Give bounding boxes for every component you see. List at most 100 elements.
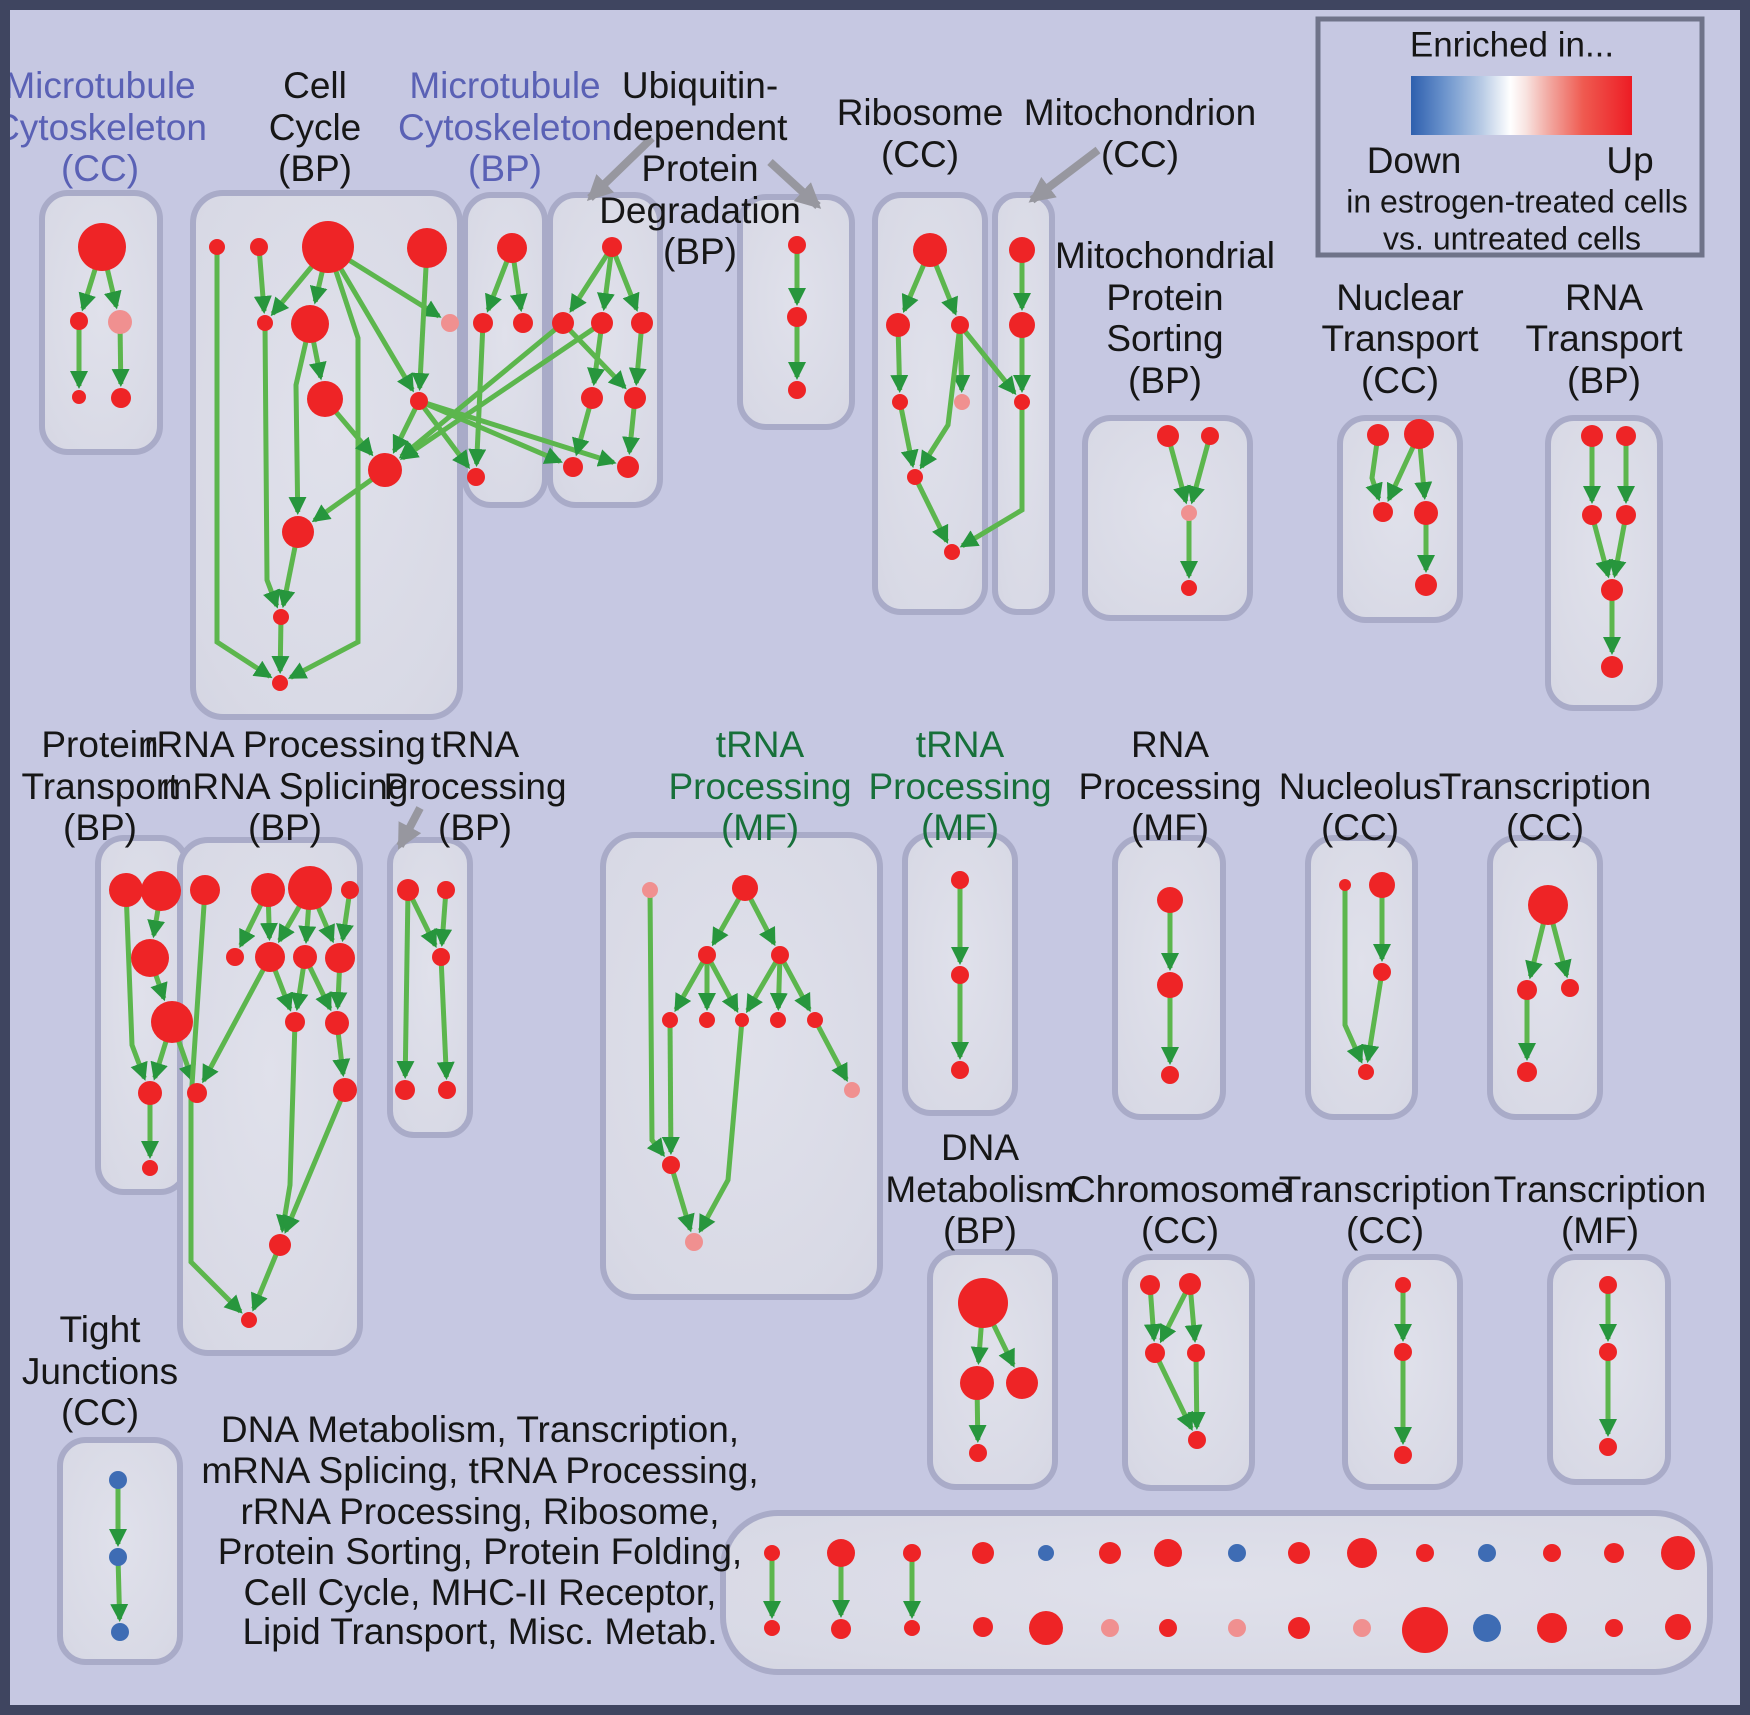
go-term-node-w3 [1006,1367,1038,1399]
go-term-node-o15 [1661,1536,1695,1570]
go-term-node-k2 [1517,980,1537,1000]
go-term-node-f6 [699,1012,715,1028]
go-term-node-c8 [307,381,343,417]
go-term-node-z2 [1599,1343,1617,1361]
group-box-mito-protein-sorting [1082,415,1253,621]
nucleolus-label-line-1: Nucleolus [1279,766,1441,807]
go-term-node-o7 [1154,1539,1182,1567]
go-term-node-c4 [407,228,447,268]
mitochondrion-label-line-1: Mitochondrion [1024,92,1256,133]
go-term-node-o6 [1099,1542,1121,1564]
go-term-node-w1 [958,1278,1008,1328]
go-term-node-i3 [1161,1066,1179,1084]
edge-j3-j4 [1361,971,1385,1064]
edge-tj2-tj3 [110,1556,129,1623]
go-term-node-u6 [624,387,646,409]
edge-c12-c13 [271,616,290,675]
chromosome-label-line-1: Chromosome [1069,1169,1291,1210]
label-pointer-arrow-2 [767,159,822,209]
ubiquitin-label-line-3: Protein [641,148,758,189]
edge-f11-f12 [668,1164,695,1233]
go-term-node-c12 [273,609,289,625]
go-term-node-x5 [1188,1431,1206,1449]
go-term-node-q4 [395,1080,415,1100]
trna-bp-label-line-2: Processing [383,766,566,807]
go-term-node-i2 [1157,972,1183,998]
go-term-node-p5 [138,1081,162,1105]
edge-u1-u3 [596,246,615,312]
edge-f4-f9 [777,953,812,1013]
go-term-node-ob2 [831,1619,851,1639]
go-term-node-o13 [1543,1544,1561,1562]
edge-b3-d3 [958,323,1017,395]
edge-j1-j4 [1342,885,1364,1064]
go-term-node-p3 [131,939,169,977]
go-term-node-k1 [1528,885,1568,925]
go-term-node-c3 [302,221,354,273]
go-term-node-i1 [1157,887,1183,913]
go-term-node-b3 [951,316,969,334]
go-term-node-ob13 [1537,1613,1567,1643]
go-term-node-t1 [1581,425,1603,447]
go-term-node-o1 [764,1545,780,1561]
go-term-node-v1 [788,236,806,254]
trna-bp-label-line-1: tRNA [431,724,520,765]
go-term-node-p1 [109,873,143,907]
edge-p1-p5 [123,889,148,1081]
rna-transport-label-line-1: RNA [1565,277,1643,318]
go-term-node-r11 [187,1083,207,1103]
tight-junctions-label-line-3: (CC) [61,1392,139,1433]
go-term-node-b4 [892,394,908,410]
edge-t3-t5 [1589,514,1613,579]
go-term-node-y1 [1395,1277,1411,1293]
go-term-node-v2 [787,307,807,327]
cell-cycle-label-line-3: (BP) [278,148,352,189]
group-box-nucleolus [1305,835,1418,1120]
go-term-node-m1 [497,233,527,263]
edge-c5-c12 [262,322,280,609]
go-term-node-k3 [1561,979,1579,997]
go-term-node-o14 [1604,1543,1624,1563]
edge-u3-c10 [399,320,604,461]
go-term-node-j4 [1358,1064,1374,1080]
edge-s1-s3 [1165,435,1191,505]
labels-layer: MicrotubuleCytoskeleton(CC)CellCycle(BP)… [0,65,1706,1652]
edge-f5-f11 [661,1019,680,1156]
transcription-mf-label-line-2: (MF) [1561,1210,1639,1251]
go-term-node-a1 [78,223,126,271]
mito-protein-sorting-label-line-3: Sorting [1106,318,1223,359]
protein-transport-label-line-2: Transport [22,766,180,807]
go-term-node-tj3 [111,1623,129,1641]
trna-mf-2-label-line-3: (MF) [921,807,999,848]
edge-b4-b6 [897,401,919,469]
microtubule-bp-label-line-1: Microtubule [409,65,600,106]
label-pointer-arrow-4 [396,806,424,850]
go-term-node-b1 [913,233,947,267]
go-term-node-x3 [1145,1343,1165,1363]
go-term-node-c5 [257,315,273,331]
go-term-node-s1 [1157,425,1179,447]
tight-junctions-label-line-1: Tight [60,1309,142,1350]
go-term-node-ob3 [904,1620,920,1636]
label-pointer-arrow-1 [586,135,655,201]
edge-c3-c9 [325,245,415,393]
go-term-node-r1 [190,875,220,905]
edge-q2-q3 [434,889,453,948]
go-term-node-k4 [1517,1062,1537,1082]
go-term-node-t3 [1582,505,1602,525]
rna-transport-label-line-2: Transport [1526,318,1684,359]
mito-protein-sorting-label-line-1: Mitochondrial [1055,235,1275,276]
go-term-node-f3 [698,946,716,964]
protein-transport-label-line-3: (BP) [63,807,137,848]
edge-f9-f10 [812,1018,849,1083]
tight-junctions-label-line-2: Junctions [22,1351,178,1392]
go-term-node-x2 [1179,1273,1201,1295]
go-term-node-o10 [1347,1538,1377,1568]
dna-metabolism-label-line-3: (BP) [943,1210,1017,1251]
cell-cycle-label-line-1: Cell [283,65,347,106]
go-term-node-r14 [241,1312,257,1328]
microtubule-cc-label-line-1: Microtubule [4,65,195,106]
go-term-node-o12 [1478,1544,1496,1562]
go-term-node-n2 [1404,419,1434,449]
